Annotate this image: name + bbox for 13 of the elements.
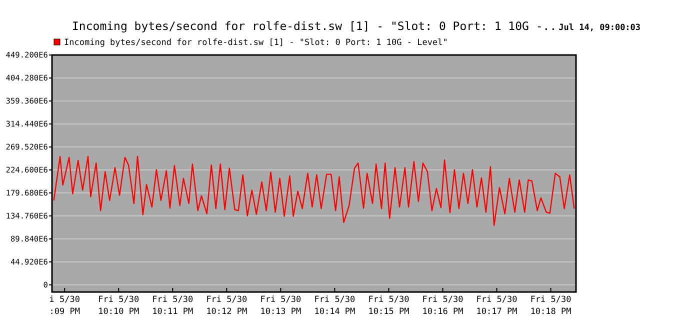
x-tick-label: Fri 5/30 10:10 PM	[98, 295, 140, 317]
x-tick-label: i 5/30 :09 PM	[49, 295, 80, 317]
x-tick-label: Fri 5/30 10:12 PM	[206, 295, 248, 317]
x-tick-label: Fri 5/30 10:14 PM	[314, 295, 356, 317]
x-tick-label: Fri 5/30 10:16 PM	[422, 295, 464, 317]
chart-title: Incoming bytes/second for rolfe-dist.sw [1] - "Slot: 0 Port: 1 10G -..	[72, 19, 557, 33]
legend-label: Incoming bytes/second for rolfe-dist.sw [1] - "Slot: 0 Port: 1 10G - Level"	[64, 38, 448, 48]
x-tick-label: Fri 5/30 10:18 PM	[530, 295, 572, 317]
x-tick-label: Fri 5/30 10:17 PM	[476, 295, 518, 317]
x-tick-label: Fri 5/30 10:15 PM	[368, 295, 410, 317]
x-tick-label: Fri 5/30 10:11 PM	[152, 295, 194, 317]
x-tick-label: Fri 5/30 10:13 PM	[260, 295, 302, 317]
text: Jul 14, 09:00:03	[558, 23, 641, 33]
